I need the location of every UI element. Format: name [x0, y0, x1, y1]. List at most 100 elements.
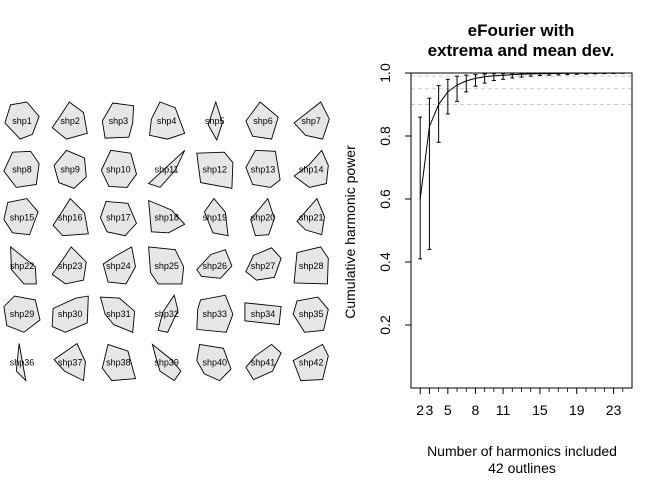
- shape-label: shp22: [10, 261, 35, 271]
- x-axis-title: Number of harmonics included: [427, 443, 617, 459]
- outline-shape: [151, 343, 182, 382]
- x-tick-label: 3: [426, 402, 434, 418]
- outline-shape: [196, 343, 232, 382]
- shape-label: shp36: [10, 358, 35, 368]
- outline-shape: [245, 343, 282, 381]
- shape-label: shp30: [58, 309, 83, 319]
- shape-label: shp27: [251, 261, 276, 271]
- shape-label: shp39: [154, 358, 179, 368]
- shape-label: shp38: [106, 358, 131, 368]
- shape-label: shp26: [203, 261, 228, 271]
- outline-shape: [293, 246, 329, 285]
- outline-shape: [51, 101, 88, 140]
- y-tick-label: 0.4: [377, 252, 393, 272]
- shape-label: shp19: [203, 213, 228, 223]
- shape-label: shp16: [58, 213, 83, 223]
- outline-shape: [196, 249, 233, 279]
- outline-shape: [99, 296, 136, 333]
- y-tick-label: 0.6: [377, 189, 393, 209]
- outline-shape: [53, 342, 86, 382]
- outline-shape: [147, 149, 186, 188]
- x-tick-label: 15: [532, 402, 548, 418]
- outline-shape: [157, 294, 179, 333]
- plot-frame: [410, 72, 633, 389]
- outline-shape: [293, 101, 330, 140]
- shape-label: shp12: [203, 164, 228, 174]
- outline-shape: [296, 197, 325, 236]
- outline-shape: [207, 100, 223, 142]
- shape-label: shp28: [299, 261, 324, 271]
- shapes-panel: shp1 shp2 shp3 shp4 shp5 shp6 shp7 shp8 shp9 shp1…: [3, 100, 330, 382]
- outline-shape: [4, 101, 40, 140]
- shape-label: shp25: [154, 261, 179, 271]
- outline-shape: [292, 296, 329, 333]
- outline-shape: [101, 102, 135, 139]
- shape-label: shp3: [109, 116, 129, 126]
- shape-label: shp6: [253, 116, 273, 126]
- x-tick-label: 2: [416, 402, 424, 418]
- shape-label: shp1: [12, 116, 32, 126]
- mean-power-line: [419, 72, 623, 200]
- x-tick-label: 11: [496, 402, 511, 418]
- outline-shape: [3, 295, 41, 333]
- shape-label: shp37: [58, 358, 83, 368]
- outline-shape: [101, 343, 137, 382]
- y-tick-label: 0.8: [377, 126, 393, 146]
- outline-shape: [15, 343, 27, 382]
- outline-shape: [149, 101, 186, 140]
- shape-label: shp33: [203, 309, 228, 319]
- shape-label: shp20: [251, 213, 276, 223]
- shape-label: shp17: [106, 213, 131, 223]
- shape-label: shp41: [251, 358, 276, 368]
- y-tick-label: 0.2: [377, 315, 393, 335]
- chart-title: eFourier with: [468, 21, 575, 40]
- outline-shape: [293, 149, 329, 188]
- outline-shape: [148, 199, 186, 234]
- shape-label: shp10: [106, 164, 131, 174]
- x-tick-label: 19: [569, 402, 585, 418]
- outline-shape: [10, 245, 37, 285]
- outline-shape: [3, 150, 40, 188]
- shape-label: shp5: [205, 116, 225, 126]
- shape-label: shp40: [203, 358, 228, 368]
- shape-label: shp24: [106, 261, 131, 271]
- shape-label: shp15: [10, 213, 35, 223]
- outline-shape: [148, 246, 185, 285]
- outline-shape: [250, 197, 275, 237]
- x-tick-label: 8: [472, 402, 480, 418]
- outline-shape: [245, 149, 281, 188]
- shape-label: shp8: [12, 164, 32, 174]
- y-tick-label: 1.0: [377, 63, 393, 83]
- shape-label: shp34: [251, 309, 276, 319]
- shape-label: shp21: [299, 213, 324, 223]
- shape-label: shp29: [10, 309, 35, 319]
- outline-shape: [3, 198, 39, 236]
- outline-shape: [292, 343, 329, 382]
- outline-shape: [51, 246, 87, 285]
- shape-label: shp11: [155, 164, 179, 174]
- shape-label: shp4: [157, 116, 177, 126]
- shape-label: shp2: [60, 116, 80, 126]
- shape-label: shp35: [299, 309, 324, 319]
- outline-shape: [51, 295, 89, 333]
- outline-shape: [203, 197, 229, 237]
- chart-title-line: extrema and mean dev.: [428, 41, 615, 60]
- outline-shape: [52, 197, 89, 237]
- outline-shape: [196, 294, 234, 333]
- shape-label: shp7: [301, 116, 321, 126]
- outline-shape: [100, 149, 137, 188]
- shape-label: shp18: [154, 213, 179, 223]
- x-tick-label: 23: [606, 402, 622, 418]
- outline-shape: [244, 302, 282, 326]
- outline-shape: [196, 151, 234, 189]
- shape-label: shp42: [299, 358, 324, 368]
- shape-label: shp32: [154, 309, 179, 319]
- outline-shape: [53, 149, 87, 189]
- x-tick-label: 5: [444, 402, 452, 418]
- shape-label: shp31: [106, 309, 131, 319]
- shape-label: shp14: [299, 164, 324, 174]
- shape-label: shp13: [251, 164, 276, 174]
- shape-label: shp23: [58, 261, 83, 271]
